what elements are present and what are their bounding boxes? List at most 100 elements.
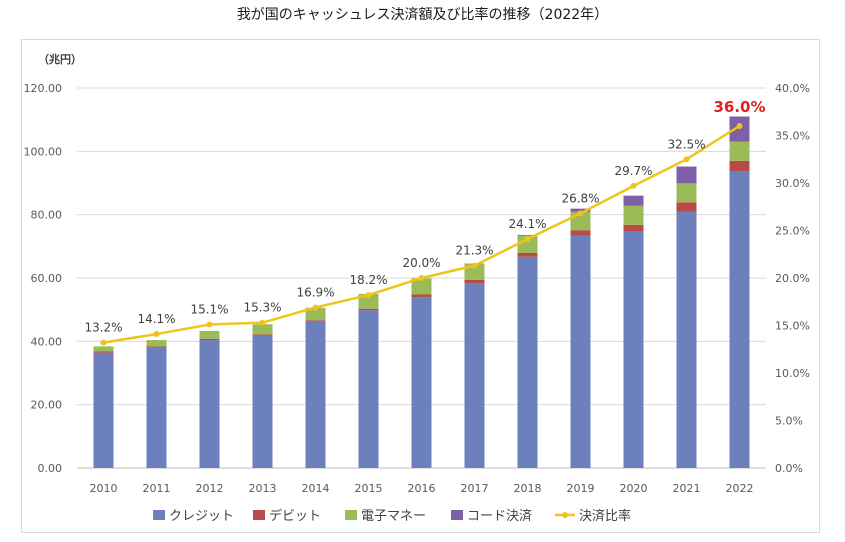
- y2-tick-label: 20.0%: [775, 272, 810, 285]
- ratio-data-label: 18.2%: [349, 273, 387, 287]
- y2-tick-label: 0.0%: [775, 462, 803, 475]
- legend-label: クレジット: [169, 509, 234, 524]
- bar-segment: [252, 335, 273, 468]
- bar-segment: [729, 116, 750, 142]
- ratio-point: [577, 210, 584, 217]
- bar-segment: [252, 324, 273, 335]
- y-tick-label: 120.00: [24, 82, 63, 95]
- ratio-point: [100, 339, 107, 346]
- ratio-point: [365, 292, 372, 299]
- legend-label: デビット: [269, 508, 321, 524]
- bar-segment: [623, 205, 644, 225]
- bar-segment: [729, 160, 750, 171]
- bar-segment: [517, 234, 538, 236]
- x-tick-label: 2010: [90, 482, 118, 495]
- x-tick-label: 2013: [249, 482, 277, 495]
- ratio-point: [630, 182, 637, 189]
- chart-frame: [21, 39, 820, 533]
- legend-line-marker: [562, 512, 568, 518]
- y2-tick-label: 40.0%: [775, 82, 810, 95]
- x-tick-label: 2011: [143, 482, 171, 495]
- bar-segment: [199, 338, 220, 341]
- ratio-point: [471, 262, 478, 269]
- bar-segment: [517, 235, 538, 253]
- ratio-point: [259, 319, 266, 326]
- ratio-point: [312, 304, 319, 311]
- ratio-data-label: 16.9%: [296, 285, 334, 299]
- bar-segment: [464, 279, 485, 284]
- bar-segment: [93, 351, 114, 353]
- bar-segment: [411, 294, 432, 298]
- y2-tick-label: 35.0%: [775, 130, 810, 143]
- ratio-data-label: 29.7%: [614, 164, 652, 178]
- legend-swatch: [153, 510, 165, 520]
- ratio-point: [736, 123, 743, 129]
- ratio-data-label: 36.0%: [713, 98, 765, 116]
- bar-segment: [729, 170, 750, 468]
- bar-segment: [729, 141, 750, 161]
- y2-tick-label: 10.0%: [775, 367, 810, 380]
- legend-swatch: [345, 510, 357, 520]
- bar-segment: [411, 297, 432, 468]
- bar-segment: [358, 310, 379, 468]
- y-unit-label: （兆円）: [38, 52, 82, 66]
- bar-segment: [676, 183, 697, 203]
- bar-segment: [93, 352, 114, 468]
- y2-tick-label: 25.0%: [775, 225, 810, 238]
- y2-tick-label: 5.0%: [775, 415, 803, 428]
- x-tick-label: 2022: [726, 482, 754, 495]
- bar-segment: [570, 235, 591, 468]
- bar-segment: [146, 347, 167, 468]
- bar-segment: [517, 252, 538, 257]
- y-tick-label: 40.00: [31, 335, 63, 348]
- bar-segment: [517, 256, 538, 468]
- ratio-data-label: 20.0%: [402, 256, 440, 270]
- bar-segment: [93, 346, 114, 352]
- legend-swatch: [253, 510, 265, 520]
- ratio-point: [683, 156, 690, 163]
- bar-segment: [623, 231, 644, 468]
- x-tick-label: 2021: [673, 482, 701, 495]
- ratio-data-label: 15.1%: [190, 303, 228, 317]
- bar-segment: [305, 320, 326, 322]
- bar-segment: [676, 202, 697, 212]
- ratio-point: [524, 236, 531, 243]
- bar-segment: [623, 195, 644, 206]
- ratio-data-label: 14.1%: [137, 312, 175, 326]
- x-tick-label: 2014: [302, 482, 330, 495]
- bar-segment: [676, 211, 697, 468]
- bar-segment: [305, 307, 326, 321]
- x-tick-label: 2012: [196, 482, 224, 495]
- chart-title: 我が国のキャッシュレス決済額及び比率の推移（2022年）: [236, 7, 609, 23]
- legend-swatch: [451, 510, 463, 520]
- legend-label: 電子マネー: [361, 509, 426, 524]
- legend-label: 決済比率: [579, 508, 631, 524]
- y-tick-label: 60.00: [31, 272, 63, 285]
- ratio-data-label: 24.1%: [508, 217, 546, 231]
- x-tick-label: 2016: [408, 482, 436, 495]
- ratio-point: [206, 321, 213, 328]
- y-tick-label: 80.00: [31, 209, 63, 222]
- ratio-point: [418, 275, 425, 281]
- y-tick-label: 0.00: [38, 462, 63, 475]
- bar-segment: [358, 308, 379, 311]
- x-tick-label: 2019: [567, 482, 595, 495]
- ratio-data-label: 13.2%: [84, 321, 122, 335]
- bar-segment: [146, 346, 167, 348]
- x-tick-label: 2017: [461, 482, 489, 495]
- y2-tick-label: 15.0%: [775, 320, 810, 333]
- y-tick-label: 100.00: [24, 145, 63, 158]
- x-tick-label: 2018: [514, 482, 542, 495]
- x-tick-label: 2015: [355, 482, 383, 495]
- bar-segment: [570, 208, 591, 212]
- bar-segment: [199, 330, 220, 339]
- ratio-data-label: 21.3%: [455, 244, 493, 258]
- bar-segment: [358, 293, 379, 309]
- ratio-data-label: 26.8%: [561, 191, 599, 205]
- bar-segment: [464, 283, 485, 468]
- y2-tick-label: 30.0%: [775, 177, 810, 190]
- x-tick-label: 2020: [620, 482, 648, 495]
- bar-segment: [676, 166, 697, 184]
- bar-segment: [411, 278, 432, 295]
